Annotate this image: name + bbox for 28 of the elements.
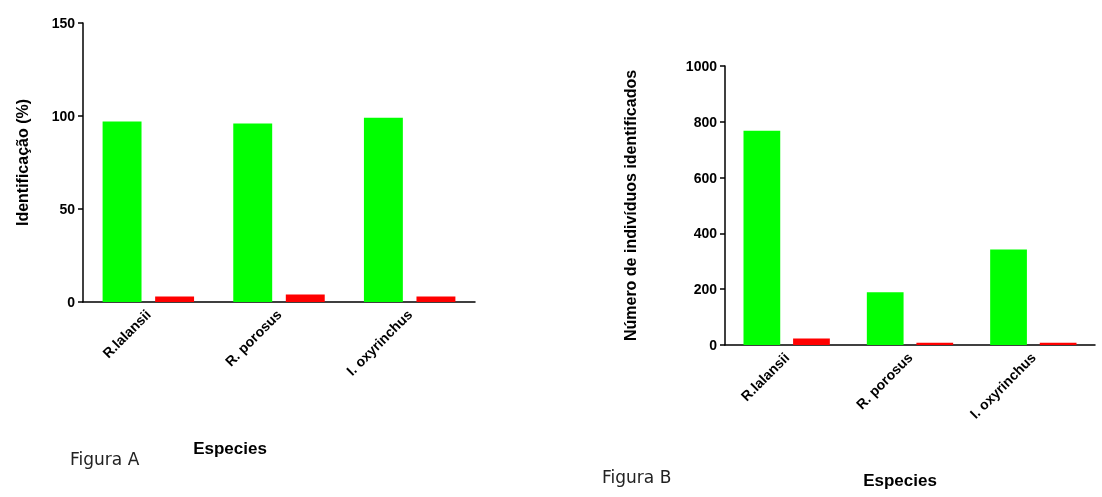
bar [1039,342,1077,345]
bar [793,338,830,345]
y-tick-label: 100 [51,108,76,124]
y-tick-label: 50 [59,201,76,217]
y-tick-label: 200 [693,281,718,298]
bar [743,130,781,345]
bar [363,117,403,302]
text: Figura B [602,466,672,487]
bar [416,296,456,302]
text: Figura A [70,448,140,469]
y-axis-title: Identificação (%) [13,98,31,227]
y-tick-label: 800 [693,113,718,130]
x-axis-title: Especies [863,471,937,490]
y-tick-label: 0 [709,337,718,353]
bar [285,294,325,302]
bar [155,296,195,302]
y-tick-label: 400 [693,225,718,242]
bar [102,121,142,302]
y-tick-label: 1000 [685,58,718,74]
y-axis-title: Número de indivíduos identificados [621,69,639,342]
y-tick-label: 150 [51,15,76,31]
bar [916,342,954,345]
y-tick-label: 600 [693,169,718,186]
x-axis-title: Especies [193,439,267,458]
y-tick-label: 0 [67,294,76,310]
bar [990,249,1027,345]
bar [233,123,273,302]
bar [866,292,904,345]
